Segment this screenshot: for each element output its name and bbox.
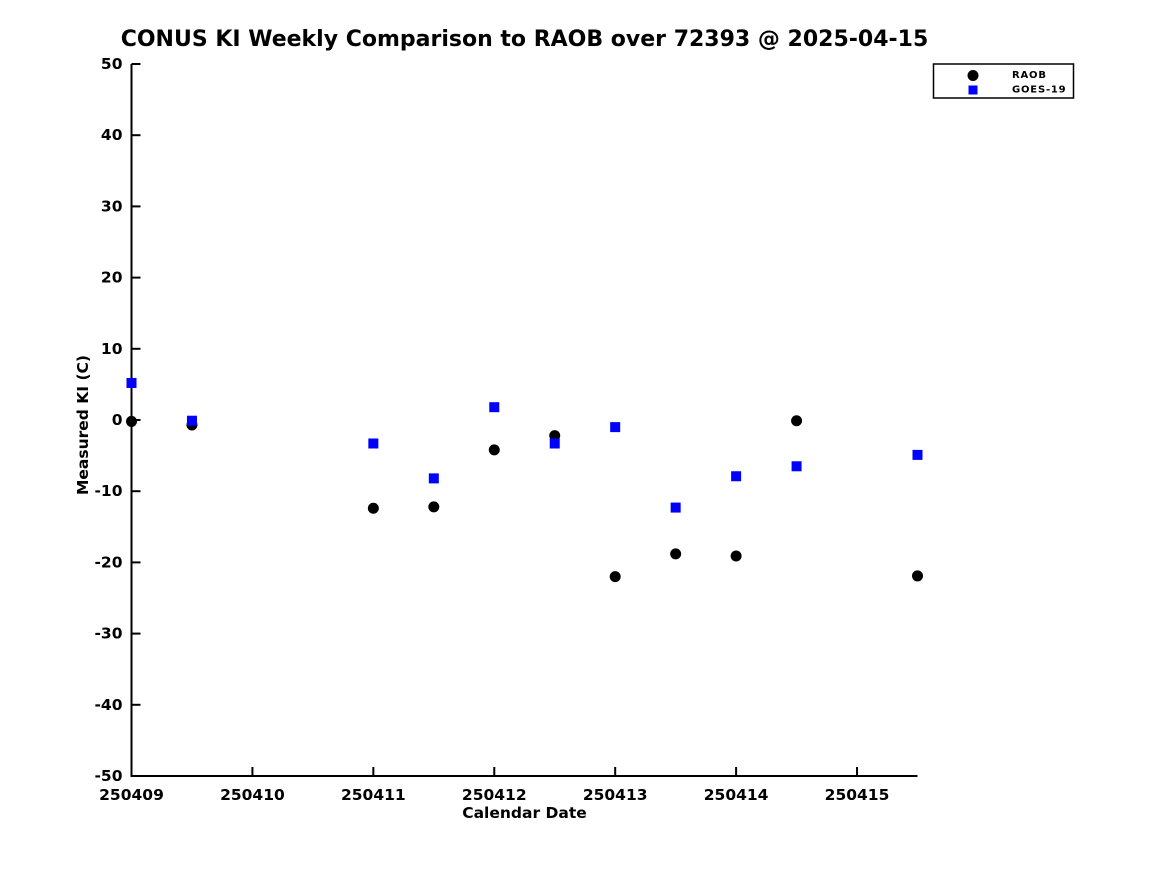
data-point-raob	[367, 502, 379, 514]
legend-label-goes-19: GOES-19	[1012, 85, 1066, 96]
x-tick-label: 250410	[220, 786, 285, 804]
data-point-raob	[609, 571, 621, 583]
data-point-raob	[670, 548, 682, 560]
data-point-goes-19	[791, 461, 802, 472]
y-tick-label: 0	[112, 411, 123, 429]
y-tick-label: 10	[101, 340, 123, 358]
data-point-goes-19	[670, 502, 681, 513]
data-point-raob	[912, 570, 923, 582]
legend-label-raob: RAOB	[1012, 70, 1047, 81]
goes-19-legend-marker-icon	[968, 85, 978, 95]
y-tick-label: -50	[94, 767, 122, 785]
legend-box	[932, 63, 1075, 99]
data-point-goes-19	[912, 449, 923, 460]
data-point-goes-19	[731, 471, 742, 482]
x-tick-label: 250414	[704, 786, 769, 804]
data-point-goes-19	[549, 438, 560, 449]
y-tick-label: 20	[101, 269, 123, 287]
x-tick-label: 250413	[583, 786, 648, 804]
y-axis-label: Measured KI (C)	[74, 354, 92, 496]
x-tick-label: 250415	[825, 786, 890, 804]
y-tick-label: -20	[94, 553, 122, 571]
x-axis-label: Calendar Date	[462, 804, 587, 822]
y-tick-label: -10	[94, 482, 122, 500]
y-tick-label: 50	[101, 55, 123, 73]
y-tick-label: -30	[94, 625, 122, 643]
data-point-goes-19	[489, 402, 500, 413]
x-tick-label: 250412	[462, 786, 527, 804]
x-tick-label: 250411	[341, 786, 406, 804]
data-point-raob	[549, 430, 561, 442]
data-point-raob	[488, 444, 500, 456]
data-point-raob	[730, 550, 742, 562]
y-tick-label: 30	[101, 197, 123, 215]
data-point-raob	[126, 415, 137, 427]
data-point-goes-19	[368, 438, 379, 449]
data-point-raob	[428, 501, 440, 513]
raob-legend-marker-icon	[967, 70, 979, 81]
data-point-goes-19	[126, 377, 137, 388]
y-tick-label: -40	[94, 696, 122, 714]
chart-title: CONUS KI Weekly Comparison to RAOB over …	[120, 27, 929, 52]
y-tick-label: 40	[101, 126, 123, 144]
data-point-raob	[791, 415, 803, 427]
data-point-goes-19	[186, 415, 197, 426]
x-tick-label: 250409	[99, 786, 164, 804]
data-point-goes-19	[610, 422, 621, 433]
data-point-goes-19	[428, 473, 439, 484]
